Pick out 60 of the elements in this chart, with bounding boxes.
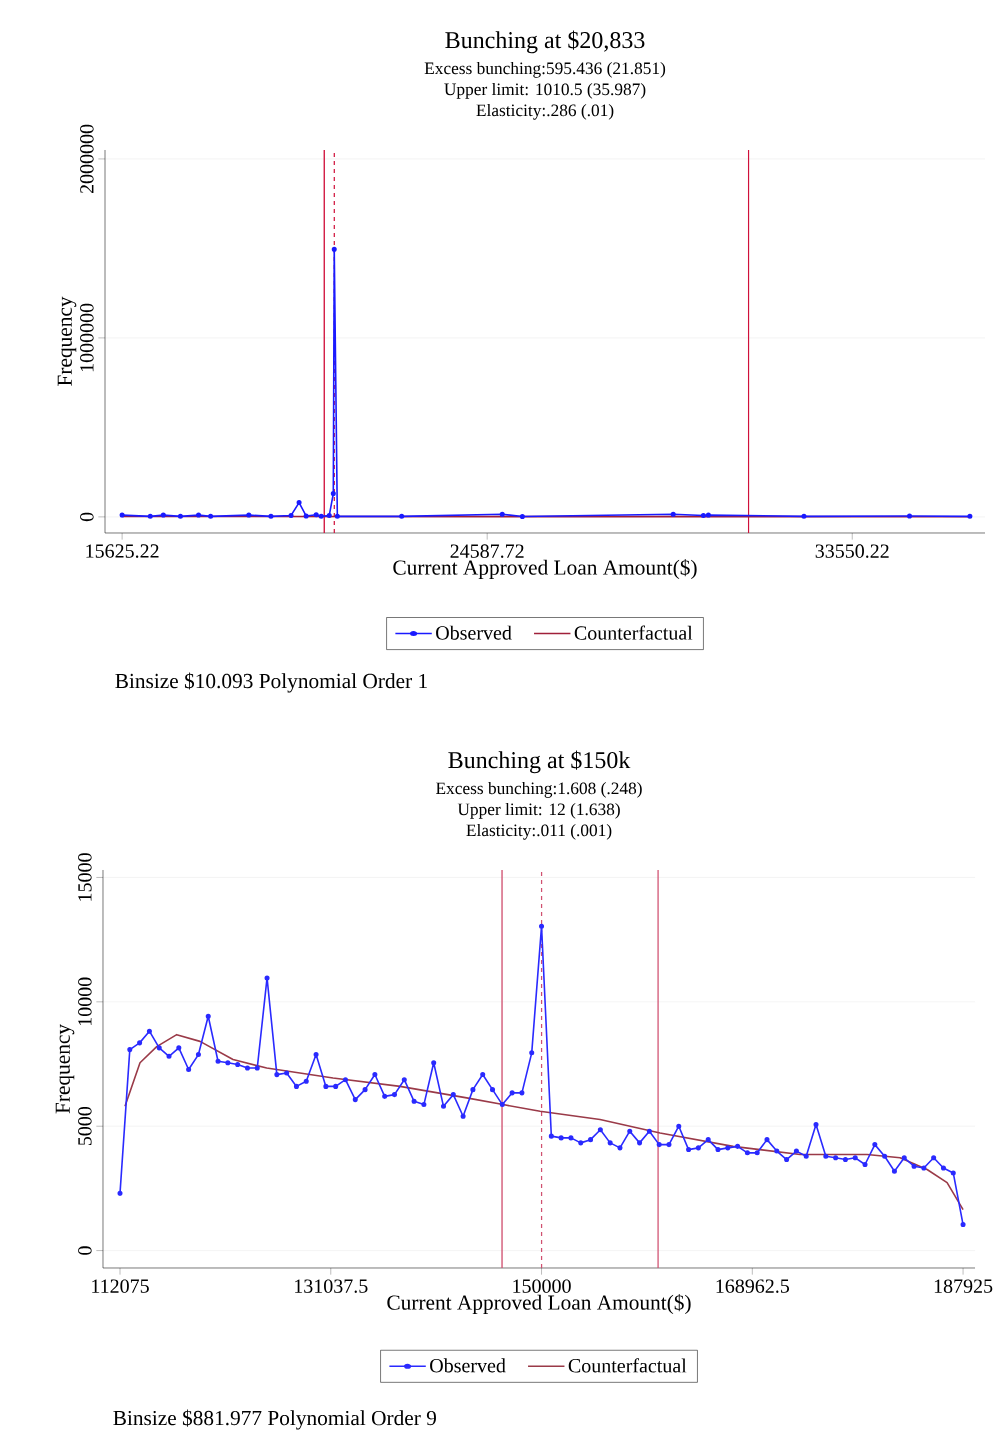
point	[119, 512, 125, 518]
point	[296, 500, 302, 506]
point	[326, 512, 332, 518]
text: Binsize $881.977 Polynomial Order 9	[113, 1409, 436, 1430]
y-tick-label: 15000	[78, 853, 92, 901]
text: Excess bunching:595.436 (21.851)	[424, 61, 666, 78]
text: Binsize $10.093 Polynomial Order 1	[115, 672, 427, 693]
text: Upper limit: 1010.5 (35.987)	[444, 82, 646, 99]
point	[499, 511, 505, 517]
legend-label: Observed	[430, 1358, 506, 1373]
point	[801, 513, 807, 519]
point	[334, 513, 340, 519]
point	[303, 513, 309, 519]
point	[399, 513, 405, 519]
y-tick-label: 1000000	[80, 303, 94, 372]
point	[907, 513, 913, 519]
y-tick-label: 0	[78, 1246, 92, 1255]
point	[519, 513, 525, 520]
line-series	[124, 1033, 964, 1211]
point	[705, 512, 711, 518]
x-tick-label: 150000	[513, 1279, 571, 1293]
point	[177, 513, 183, 519]
text: Upper limit: 12 (1.638)	[457, 802, 620, 819]
point	[147, 513, 153, 519]
y-axis-title: Frequency	[55, 1024, 75, 1114]
text: Elasticity:.011 (.001)	[466, 823, 612, 840]
legend-label: Observed	[436, 625, 512, 640]
point	[313, 512, 319, 518]
point	[288, 512, 294, 518]
point	[268, 513, 274, 519]
x-tick-label: 131037.5	[295, 1279, 368, 1293]
point	[208, 513, 214, 519]
point	[318, 513, 324, 519]
x-tick-label: 112075	[92, 1279, 149, 1293]
chart-title: Bunching at $150k	[448, 750, 631, 774]
point	[967, 513, 973, 519]
point	[670, 511, 676, 517]
point	[246, 512, 252, 518]
legend-label: Counterfactual	[568, 1358, 687, 1373]
x-tick-label: 15625.22	[86, 544, 159, 558]
text: Elasticity:.286 (.01)	[476, 103, 614, 120]
y-tick-label: 2000000	[80, 124, 94, 194]
y-tick-label: 5000	[78, 1106, 92, 1146]
point	[331, 246, 337, 252]
point	[160, 512, 166, 518]
y-tick-label: 10000	[78, 977, 92, 1026]
text: Excess bunching:1.608 (.248)	[436, 781, 642, 798]
x-tick-label: 33550.22	[815, 544, 889, 558]
x-tick-label: 24587.72	[450, 544, 524, 558]
x-axis-title: Current Approved Loan Amount($)	[387, 1294, 691, 1315]
point	[330, 491, 336, 497]
y-tick-label: 0	[80, 512, 94, 522]
point	[700, 512, 706, 518]
legend-label: Counterfactual	[574, 625, 693, 640]
x-tick-label: 187925	[934, 1279, 993, 1293]
x-axis-title: Current Approved Loan Amount($)	[393, 559, 697, 580]
chart-title: Bunching at $20,833	[445, 30, 645, 54]
x-tick-label: 168962.5	[716, 1279, 790, 1293]
point	[196, 512, 202, 518]
y-axis-title: Frequency	[57, 296, 77, 386]
